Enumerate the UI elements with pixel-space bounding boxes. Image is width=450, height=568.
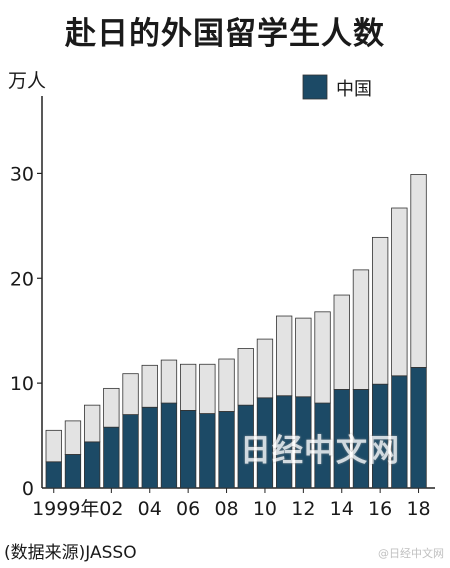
bar-others-2014 [333, 294, 350, 390]
x-tick-label: 10 [253, 498, 277, 520]
bar-china-1999 [45, 461, 62, 489]
legend-swatch-china [302, 74, 328, 100]
y-axis-label: 万人 [8, 70, 46, 92]
bar-others-2000 [64, 420, 82, 455]
bar-china-2002 [103, 426, 120, 489]
x-tick-label: 06 [176, 498, 200, 520]
bar-others-2006 [179, 363, 197, 411]
chart-legend: 中国 [302, 74, 372, 100]
bar-china-2006 [179, 409, 197, 489]
chart-bars [45, 174, 427, 489]
bar-others-2010 [256, 338, 274, 399]
bar-others-2005 [160, 359, 178, 404]
x-tick-label: 04 [138, 498, 162, 520]
bar-others-2008 [218, 358, 235, 412]
bar-china-2004 [141, 406, 158, 489]
bar-others-2004 [141, 364, 158, 408]
data-source: (数据来源)JASSO [4, 543, 137, 563]
watermark-logo: 日经中文网 [240, 433, 400, 469]
x-tick-label: 08 [214, 498, 238, 520]
x-tick-label: 02 [99, 498, 123, 520]
bar-china-2018 [410, 367, 427, 489]
bar-china-2005 [160, 402, 178, 489]
bar-others-2007 [199, 363, 216, 414]
y-tick-label: 0 [22, 478, 34, 500]
chart-axes: 万人 0 10 20 30 1999年 02 04 06 08 10 12 14 16 18 [8, 70, 435, 520]
bar-others-2017 [391, 207, 408, 377]
x-tick-label: 16 [368, 498, 392, 520]
weibo-watermark: @日经中文网 [378, 547, 444, 560]
bar-others-2018 [410, 174, 427, 368]
y-tick-label: 20 [10, 268, 34, 290]
x-tick-label: 12 [291, 498, 315, 520]
bar-china-2001 [84, 441, 101, 489]
bar-others-2013 [314, 311, 331, 404]
bar-china-2000 [64, 454, 82, 489]
y-tick-label: 30 [10, 163, 34, 185]
bar-china-2003 [122, 414, 139, 489]
bar-others-1999 [45, 429, 62, 463]
bar-others-2016 [371, 236, 389, 385]
x-tick-label: 18 [406, 498, 430, 520]
bar-others-2003 [122, 373, 139, 415]
bar-others-2001 [84, 404, 101, 443]
bar-others-2009 [237, 348, 254, 406]
x-tick-label: 1999年 [32, 498, 99, 520]
x-tick-label: 14 [330, 498, 354, 520]
legend-label-china: 中国 [336, 79, 372, 100]
y-tick-label: 10 [10, 373, 34, 395]
bar-others-2002 [103, 387, 120, 428]
bar-china-2007 [199, 413, 216, 489]
bar-others-2011 [275, 315, 293, 397]
bar-others-2015 [352, 269, 370, 390]
bar-others-2012 [295, 317, 312, 398]
bar-china-2008 [218, 411, 235, 489]
chart-title: 赴日的外国留学生人数 [65, 16, 385, 52]
